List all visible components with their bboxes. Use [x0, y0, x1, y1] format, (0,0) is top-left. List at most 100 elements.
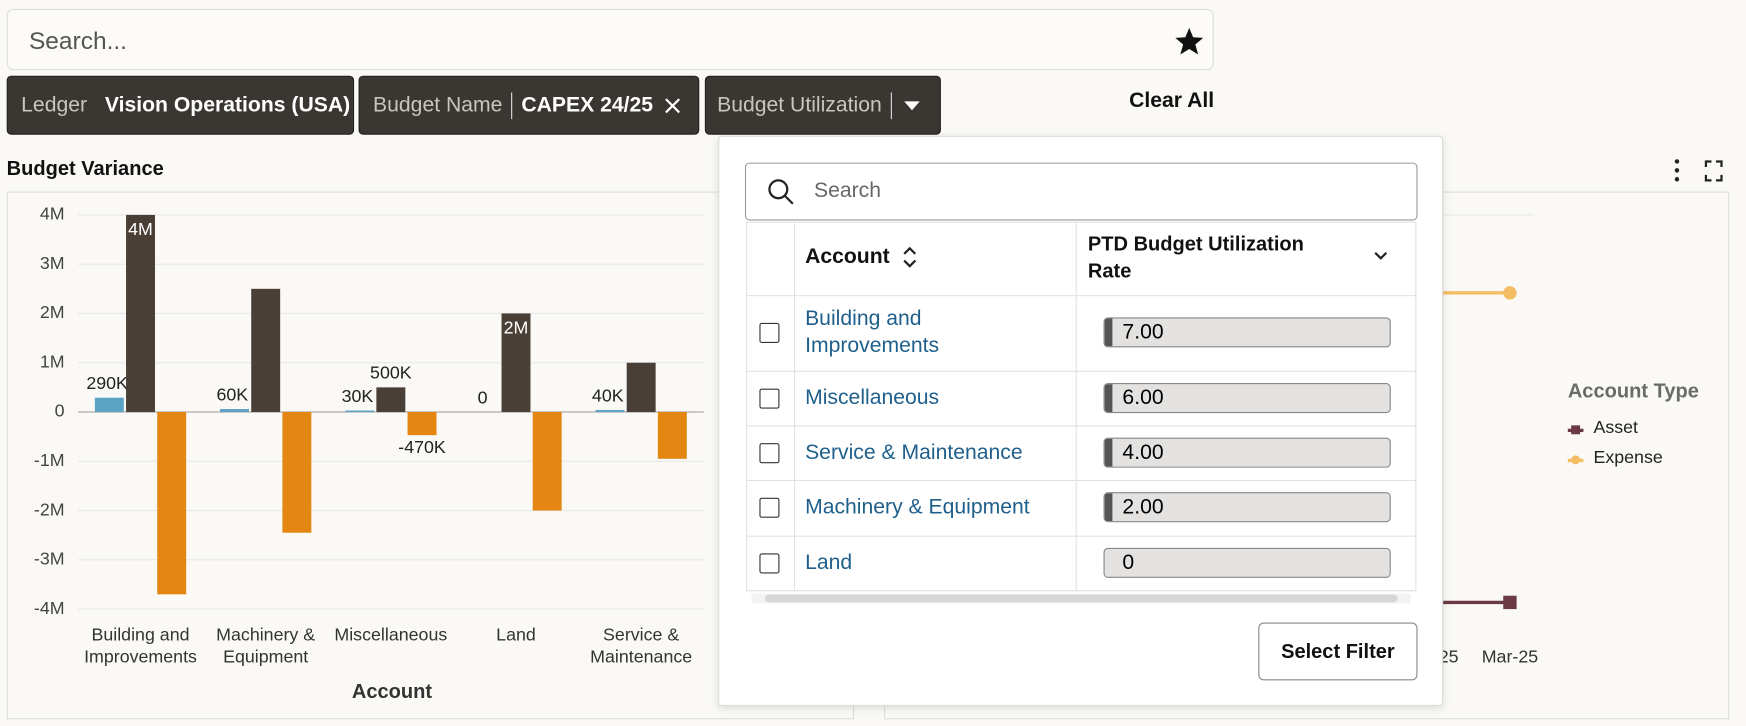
filter-chip[interactable]: Ledger Vision Operations (USA) — [6, 75, 355, 135]
rate-fill — [1104, 438, 1113, 467]
checkbox[interactable] — [759, 552, 780, 573]
y-tick-label: 1M — [40, 351, 65, 371]
value-label: 40K — [592, 385, 624, 405]
bar — [501, 313, 531, 413]
table-row: Machinery & Equipment 2.00 — [746, 480, 1417, 537]
chart-title: Budget Variance — [6, 157, 164, 180]
column-header[interactable]: PTD Budget Utilization Rate — [1087, 232, 1304, 282]
bar — [376, 387, 406, 413]
y-tick-label: -3M — [34, 549, 65, 569]
table-row: Miscellaneous 6.00 — [746, 371, 1417, 427]
rate-bar: 7.00 — [1103, 317, 1391, 348]
checkbox[interactable] — [759, 322, 780, 343]
checkbox[interactable] — [759, 442, 780, 463]
account-link[interactable]: Building and Improvements — [805, 307, 940, 358]
favorite-icon[interactable] — [1175, 27, 1204, 56]
bar — [94, 397, 124, 413]
scrollbar-thumb[interactable] — [764, 594, 1398, 603]
fullscreen-icon[interactable] — [1704, 160, 1723, 182]
y-tick-label: -1M — [34, 450, 65, 470]
x-tick-label: Service & Maintenance — [590, 625, 693, 667]
y-tick-label: 2M — [40, 302, 65, 322]
y-tick-label: -4M — [34, 598, 65, 618]
rate-bar: 4.00 — [1103, 437, 1391, 468]
table-row: Service & Maintenance 4.00 — [746, 425, 1417, 482]
table-row: Building and Improvements 7.00 — [746, 295, 1417, 372]
filter-chip[interactable]: Budget Name CAPEX 24/25 — [358, 75, 700, 135]
y-tick-label: 0 — [55, 401, 65, 421]
bar — [595, 410, 625, 413]
value-label: 0 — [478, 387, 488, 407]
x-tick-label: 25 — [1438, 648, 1459, 667]
x-tick-label: Mar-25 — [1481, 648, 1539, 667]
filter-value: Vision Operations (USA) — [104, 92, 351, 117]
filter-value: CAPEX 24/25 — [521, 92, 654, 117]
trend-point — [1503, 286, 1517, 300]
table-row: Land 0 — [746, 536, 1417, 592]
search-icon — [768, 179, 794, 205]
dropdown-search[interactable]: Search — [744, 162, 1418, 221]
rate-fill — [1104, 383, 1113, 412]
y-tick-label: 4M — [40, 204, 65, 224]
search-placeholder: Search — [813, 179, 882, 203]
rate-bar: 0 — [1103, 547, 1391, 578]
legend-title: Account Type — [1567, 379, 1699, 402]
search-placeholder: Search... — [28, 26, 127, 55]
clear-all[interactable]: Clear All — [1129, 89, 1215, 113]
value-label: 60K — [216, 384, 248, 404]
legend-marker-dot — [1571, 425, 1581, 435]
rate-fill — [1104, 318, 1113, 347]
checkbox[interactable] — [759, 388, 780, 409]
account-link[interactable]: Land — [805, 550, 853, 575]
x-tick-label: Building and Improvements — [84, 625, 197, 667]
bar — [407, 412, 437, 436]
value-label: 290K — [86, 373, 128, 393]
more-icon[interactable] — [1674, 159, 1680, 182]
account-link[interactable]: Miscellaneous — [805, 385, 940, 410]
legend-label: Asset — [1593, 418, 1639, 438]
rate-bar: 6.00 — [1103, 382, 1391, 413]
col-divider — [1075, 221, 1077, 592]
filter-label: Ledger — [21, 92, 88, 117]
bar — [657, 412, 687, 459]
bar — [532, 412, 562, 511]
column-header[interactable]: Account — [805, 244, 890, 269]
bar — [157, 412, 187, 595]
rate-fill — [1104, 493, 1113, 522]
legend-marker-dot — [1571, 455, 1581, 465]
x-tick-label: Miscellaneous — [334, 625, 448, 645]
y-tick-label: 3M — [40, 253, 65, 273]
x-axis-title: Account — [351, 680, 433, 703]
y-tick-label: -2M — [34, 499, 65, 519]
filter-label: Budget Utilization — [717, 92, 882, 117]
account-link[interactable]: Machinery & Equipment — [805, 495, 1030, 519]
value-label: 2M — [504, 318, 529, 338]
dropdown-caret[interactable] — [903, 100, 921, 111]
bar — [220, 409, 249, 413]
bar — [126, 214, 156, 413]
col-divider — [793, 221, 796, 592]
sort-icon[interactable] — [901, 246, 919, 268]
remove-icon[interactable] — [664, 96, 682, 114]
filter-chip[interactable]: Budget Utilization — [704, 75, 941, 135]
header-divider — [746, 295, 1417, 297]
value-label: 4M — [128, 219, 153, 239]
x-tick-label: Land — [496, 625, 536, 645]
bar — [345, 410, 375, 413]
value-label: 30K — [342, 386, 374, 406]
bar — [282, 412, 312, 533]
search-bar[interactable]: Search... — [6, 8, 1214, 71]
account-link[interactable]: Service & Maintenance — [805, 440, 1023, 464]
x-tick-label: Machinery & Equipment — [216, 625, 316, 667]
checkbox[interactable] — [759, 497, 780, 518]
scrollbar-track[interactable] — [751, 593, 1411, 604]
bar — [626, 362, 656, 413]
bar — [251, 288, 281, 413]
column-menu-icon[interactable] — [1373, 251, 1389, 262]
dropdown-popup — [718, 135, 1444, 706]
filter-label: Budget Name — [373, 92, 503, 117]
select-filter-button[interactable]: Select Filter — [1258, 622, 1418, 681]
value-label: -470K — [398, 437, 446, 457]
